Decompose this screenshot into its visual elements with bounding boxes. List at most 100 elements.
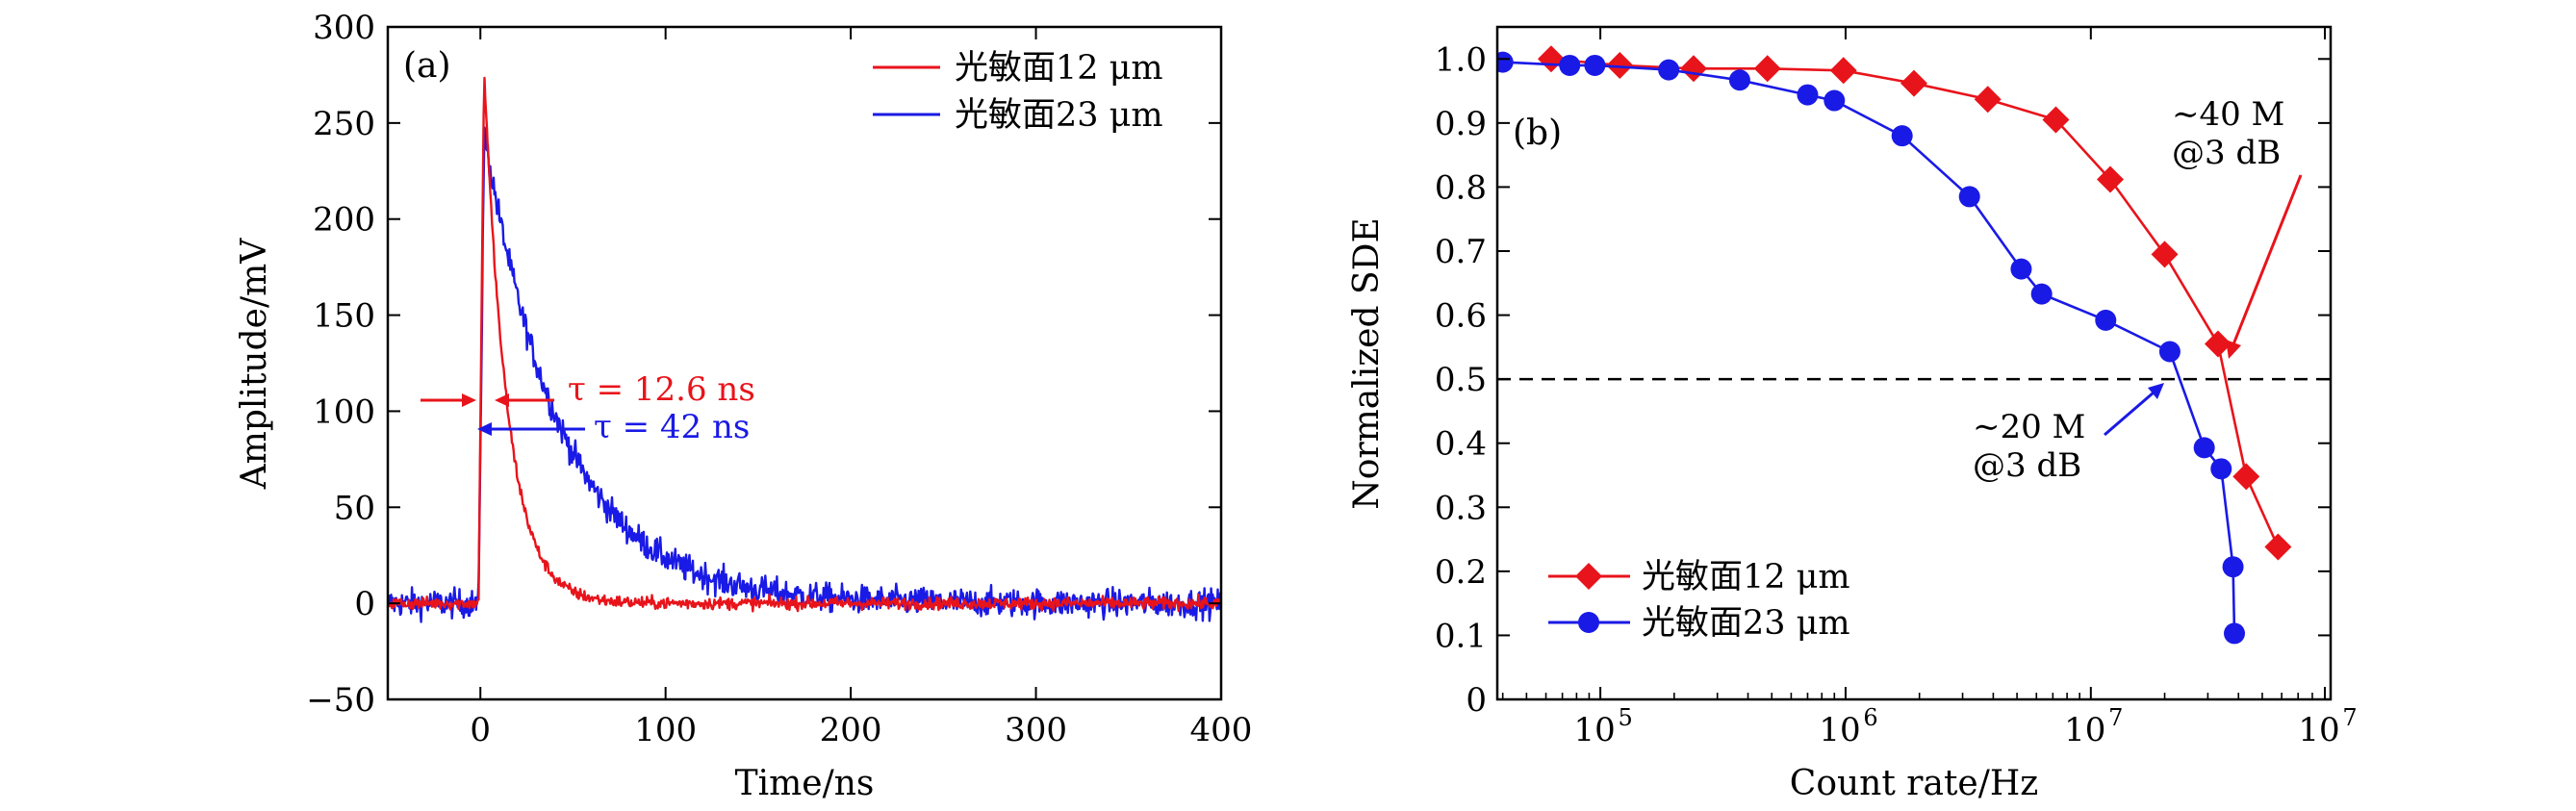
b-xtick-exponent: 6 — [1863, 704, 1877, 731]
a-ytick-label: 150 — [313, 297, 375, 336]
data-point-23um — [2095, 309, 2117, 331]
b-ytick-label: 0.6 — [1435, 297, 1487, 336]
a-ytick-label: −50 — [306, 681, 375, 720]
annotation-40m-arrow — [2232, 174, 2303, 345]
panel-b-series — [1497, 45, 2292, 645]
panel-b-ticks: 00.10.20.30.40.50.60.70.80.91.010 5 10 6 10 7… — [1435, 27, 2358, 749]
legend-b-label-12um: 光敏面12 μm — [1642, 558, 1850, 596]
b-xtick-exponent: 5 — [1618, 704, 1632, 731]
data-point-12um — [2151, 241, 2179, 268]
legend-b-circle-marker — [1578, 612, 1599, 633]
data-point-23um — [1958, 186, 1980, 208]
b-ytick-label: 0.7 — [1435, 233, 1487, 271]
a-xtick-label: 0 — [470, 711, 491, 749]
annotation-20m-arrowhead — [2148, 383, 2164, 399]
panel-a-ticks: 0 100 200 300 400 −50 0 50 100 150 200 250 300 — [306, 9, 1252, 749]
legend-a-label-12um: 光敏面12 μm — [955, 49, 1163, 88]
a-ytick-label: 0 — [354, 585, 375, 623]
annotation-40m-line2: @3 dB — [2172, 134, 2281, 172]
panel-a-xlabel: Time/ns — [735, 764, 875, 803]
data-point-12um — [1900, 69, 1927, 97]
data-point-23um — [2210, 458, 2232, 480]
data-point-23um — [1797, 84, 1819, 106]
b-xtick-label: 10 — [2064, 711, 2105, 749]
b-xtick-exponent: 7 — [2342, 704, 2357, 731]
data-point-23um — [2030, 283, 2053, 305]
panel-a-tau-annotations: τ = 12.6 ns τ = 42 ns — [421, 370, 755, 446]
data-point-12um — [2042, 106, 2070, 134]
a-ytick-label: 100 — [313, 393, 375, 431]
a-xtick-label: 300 — [1005, 711, 1067, 749]
series-line-23um — [1502, 61, 2236, 634]
panel-b-frame — [1495, 25, 2333, 701]
data-point-23um — [1497, 51, 1514, 73]
data-point-23um — [2224, 622, 2246, 645]
annotation-20m-arrow — [2104, 391, 2155, 437]
trace-12um — [388, 76, 1221, 613]
a-xtick-label: 200 — [820, 711, 882, 749]
b-ytick-label: 1.0 — [1435, 40, 1487, 79]
b-xtick-label: 10 — [2298, 711, 2339, 749]
b-xtick-label: 10 — [1819, 711, 1860, 749]
b-ytick-label: 0.2 — [1435, 553, 1487, 592]
legend-a-label-23um: 光敏面23 μm — [955, 96, 1163, 135]
panel-b-xlabel: Count rate/Hz — [1790, 764, 2038, 803]
panel-a-legend: 光敏面12 μm 光敏面23 μm — [873, 49, 1163, 135]
a-ytick-label: 250 — [313, 105, 375, 143]
data-point-23um — [2222, 556, 2244, 578]
panel-a: 0 100 200 300 400 −50 0 50 100 150 200 250 300 (a) T… — [235, 9, 1252, 803]
data-point-12um — [1974, 86, 2002, 114]
data-point-12um — [2204, 330, 2232, 358]
annotation-40m-arrowhead — [2226, 340, 2241, 359]
annotation-40m-line1: ∼40 M — [2172, 95, 2284, 134]
b-ytick-label: 0.8 — [1435, 168, 1487, 207]
a-ytick-label: 300 — [313, 9, 375, 47]
b-ytick-label: 0.1 — [1435, 617, 1487, 655]
a-ytick-label: 50 — [334, 489, 375, 527]
panel-b-ylabel: Normalized SDE — [1347, 217, 1387, 510]
data-point-23um — [1824, 89, 1846, 112]
data-point-23um — [1891, 125, 1913, 147]
b-ytick-label: 0 — [1466, 681, 1487, 720]
panel-b-annotations: ∼40 M @3 dB ∼20 M @3 dB — [1973, 95, 2303, 485]
annotation-20m-line2: @3 dB — [1973, 446, 2081, 485]
b-ytick-label: 0.3 — [1435, 489, 1487, 527]
data-point-12um — [1606, 51, 1634, 79]
data-point-23um — [1584, 54, 1606, 76]
data-point-23um — [2158, 341, 2181, 363]
data-point-23um — [1728, 69, 1750, 91]
a-xtick-label: 100 — [634, 711, 697, 749]
b-xtick-label: 10 — [1573, 711, 1615, 749]
tau-blue-label: τ = 42 ns — [594, 408, 750, 446]
legend-b-label-23um: 光敏面23 μm — [1642, 604, 1850, 643]
b-ytick-label: 0.5 — [1435, 361, 1487, 399]
data-point-23um — [1658, 59, 1680, 81]
annotation-20m-line1: ∼20 M — [1973, 408, 2085, 446]
data-point-12um — [2264, 533, 2292, 561]
data-point-12um — [2232, 463, 2260, 491]
panel-b: 00.10.20.30.40.50.60.70.80.91.010 5 10 6 10 7… — [1347, 25, 2358, 803]
panel-b-label: (b) — [1513, 114, 1562, 153]
panel-a-traces — [388, 76, 1221, 623]
data-point-23um — [2010, 258, 2032, 280]
b-ytick-label: 0.4 — [1435, 425, 1487, 464]
trace-23um — [388, 126, 1221, 623]
a-xtick-label: 400 — [1190, 711, 1253, 749]
tau-red-left-arrowhead — [462, 393, 476, 407]
tau-red-right-arrowhead — [495, 393, 509, 407]
data-point-12um — [1753, 55, 1781, 83]
data-point-12um — [1829, 57, 1857, 85]
panel-b-legend: 光敏面12 μm 光敏面23 μm — [1548, 558, 1850, 643]
panel-a-frame — [386, 25, 1223, 701]
series-line-12um — [1550, 58, 2280, 548]
data-point-23um — [2193, 437, 2215, 459]
legend-b-diamond-marker — [1575, 563, 1602, 590]
b-xtick-exponent: 7 — [2108, 704, 2123, 731]
panel-a-label: (a) — [403, 46, 451, 86]
b-ytick-label: 0.9 — [1435, 105, 1487, 143]
data-point-23um — [1559, 54, 1581, 76]
tau-red-label: τ = 12.6 ns — [568, 370, 755, 409]
tau-blue-left-arrowhead — [477, 422, 492, 436]
data-point-12um — [2096, 165, 2124, 193]
